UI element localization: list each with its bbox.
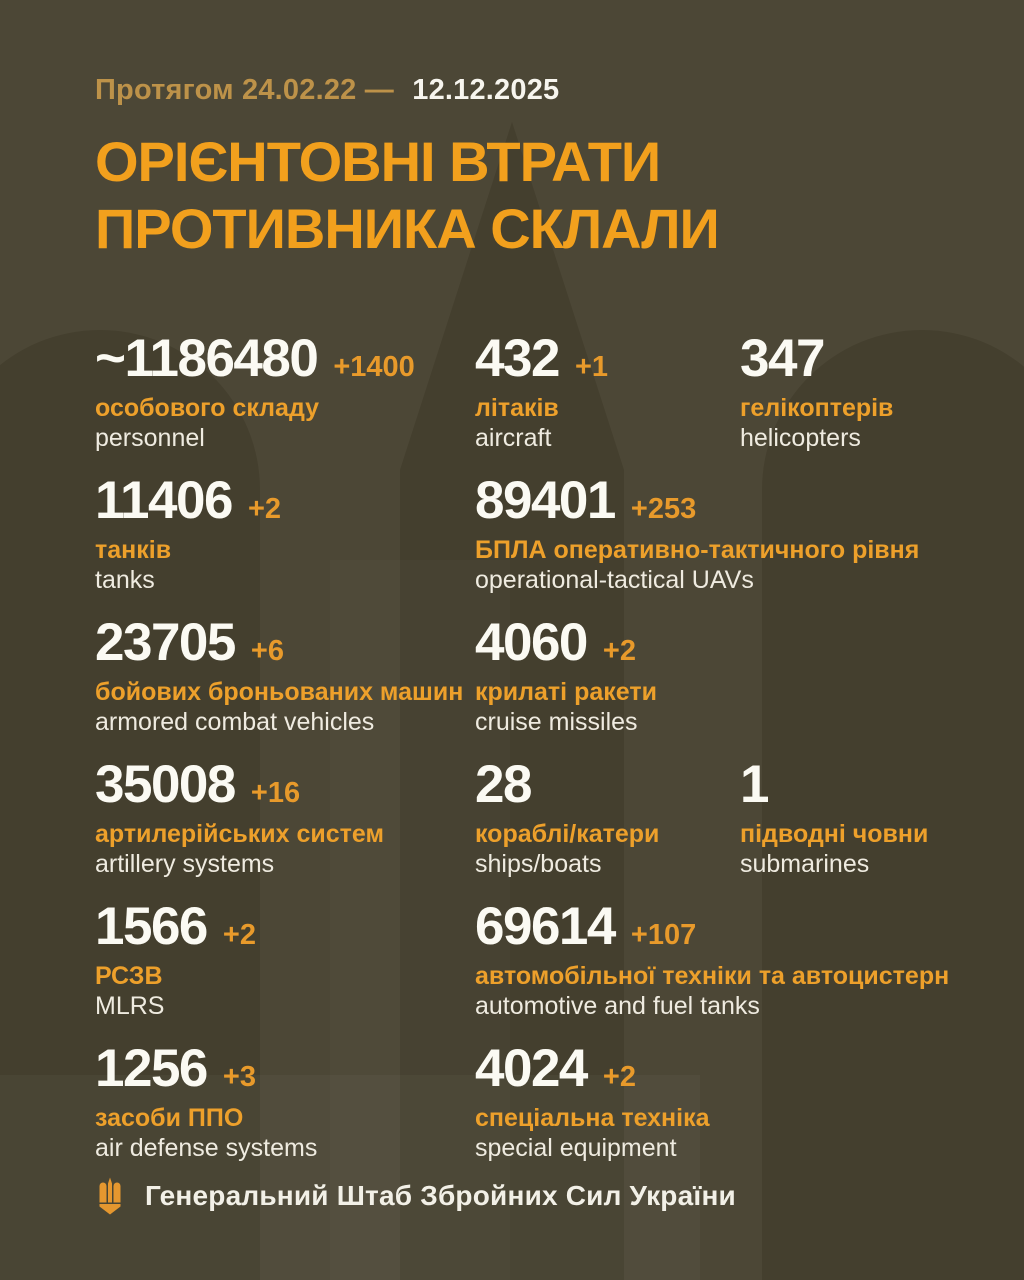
stat-label-en: MLRS	[95, 992, 165, 1020]
stat-label-en: operational-tactical UAVs	[475, 566, 754, 594]
stat-delta: +2	[222, 919, 256, 951]
stat-label-en: armored combat vehicles	[95, 708, 375, 736]
stat-value: 347	[740, 329, 825, 388]
stat-personnel: ~1186480 +1400 особового складу personne…	[95, 332, 475, 474]
losses-grid: ~1186480 +1400 особового складу personne…	[95, 332, 1024, 1184]
stat-value: 1566	[95, 897, 208, 956]
page-title: ОРІЄНТОВНІ ВТРАТИ ПРОТИВНИКА СКЛАЛИ	[95, 128, 720, 262]
period-date: 12.12.2025	[412, 74, 560, 106]
stat-air-defense: 1256 +3 засоби ППО air defense systems	[95, 1042, 475, 1184]
footer-org-name: Генеральний Штаб Збройних Сил України	[145, 1180, 736, 1211]
stat-delta: +6	[250, 635, 284, 667]
stat-label-en: special equipment	[475, 1134, 677, 1162]
footer: Генеральний Штаб Збройних Сил України	[95, 1176, 736, 1216]
stat-cruise-missiles: 4060 +2 крилаті ракети cruise missiles	[475, 616, 1024, 758]
stat-delta: +2	[247, 493, 282, 525]
stat-aircraft: 432 +1 літаків aircraft	[475, 332, 740, 474]
stat-helicopters: 347 гелікоптерів helicopters	[740, 332, 1024, 474]
stat-label-ua: кораблі/катери	[475, 820, 660, 848]
stat-value: ~1186480	[95, 329, 319, 388]
stat-label-en: personnel	[95, 424, 205, 452]
stat-label-ua: підводні човни	[740, 820, 929, 848]
stat-label-ua: засоби ППО	[95, 1104, 244, 1132]
stat-delta: +2	[602, 635, 636, 667]
stat-label-ua: крилаті ракети	[475, 678, 657, 706]
stat-value: 432	[475, 329, 560, 388]
stat-value: 89401	[475, 471, 616, 530]
stat-value: 4024	[475, 1039, 588, 1098]
stat-value: 1256	[95, 1039, 208, 1098]
stat-label-ua: РСЗВ	[95, 962, 163, 990]
stat-value: 1	[740, 755, 769, 814]
stat-label-ua: БПЛА оперативно-тактичного рівня	[475, 536, 920, 564]
stat-label-ua: літаків	[475, 394, 559, 422]
stat-label-en: artillery systems	[95, 850, 275, 878]
stat-label-en: helicopters	[740, 424, 861, 452]
stat-tanks: 11406 +2 танків tanks	[95, 474, 475, 616]
tryzub-icon	[99, 1177, 121, 1215]
stat-label-en: air defense systems	[95, 1134, 318, 1162]
stat-artillery: 35008 +16 артилерійських систем artiller…	[95, 758, 475, 900]
stat-label-en: ships/boats	[475, 850, 602, 878]
stat-special-equipment: 4024 +2 спеціальна техніка special equip…	[475, 1042, 1024, 1184]
page-title-line2: ПРОТИВНИКА СКЛАЛИ	[95, 197, 720, 261]
stat-value: 28	[475, 755, 532, 814]
stat-label-ua: танків	[95, 536, 172, 564]
stat-label-ua: гелікоптерів	[740, 394, 894, 422]
stat-delta: +1	[574, 351, 609, 383]
stat-value: 4060	[475, 613, 588, 672]
stat-value: 11406	[95, 471, 233, 530]
stat-armored-vehicles: 23705 +6 бойових броньованих машин armor…	[95, 616, 475, 758]
period-prefix: Протягом 24.02.22 —	[95, 74, 394, 106]
stat-label-ua: особового складу	[95, 394, 320, 422]
stat-label-en: automotive and fuel tanks	[475, 992, 760, 1020]
stat-delta: +107	[630, 919, 697, 951]
stat-delta: +2	[602, 1061, 636, 1093]
stat-label-ua: спеціальна техніка	[475, 1104, 710, 1132]
stat-delta: +253	[630, 493, 697, 525]
stat-value: 23705	[95, 613, 236, 672]
stat-mlrs: 1566 +2 РСЗВ MLRS	[95, 900, 475, 1042]
stat-label-ua: автомобільної техніки та автоцистерн	[475, 962, 950, 990]
stat-label-en: cruise missiles	[475, 708, 638, 736]
page-title-line1: ОРІЄНТОВНІ ВТРАТИ	[95, 130, 661, 193]
stat-delta: +1400	[333, 351, 415, 383]
stat-ships: 28 кораблі/катери ships/boats	[475, 758, 740, 900]
stat-delta: +16	[250, 777, 301, 809]
stat-uavs: 89401 +253 БПЛА оперативно-тактичного рі…	[475, 474, 1024, 616]
stat-label-en: submarines	[740, 850, 870, 878]
stat-label-en: tanks	[95, 566, 155, 594]
stat-label-ua: бойових броньованих машин	[95, 678, 464, 706]
stat-automotive: 69614 +107 автомобільної техніки та авто…	[475, 900, 1024, 1042]
stat-submarines: 1 підводні човни submarines	[740, 758, 1024, 900]
stat-value: 69614	[475, 897, 616, 956]
stat-label-ua: артилерійських систем	[95, 820, 384, 848]
stat-value: 35008	[95, 755, 236, 814]
stat-label-en: aircraft	[475, 424, 552, 452]
stat-delta: +3	[222, 1061, 256, 1093]
period-line: Протягом 24.02.22 — 12.12.2025	[95, 74, 559, 107]
